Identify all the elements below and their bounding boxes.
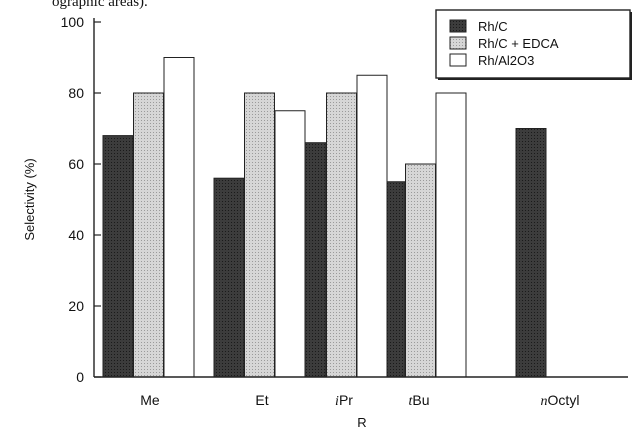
bars-layer <box>102 57 547 378</box>
y-tick-label: 20 <box>68 298 84 314</box>
bar-Me-1 <box>102 135 134 378</box>
axes-layer: 0 20 40 60 80 100 Me Et iPr tBu nOctyl R Selectivity… <box>22 14 628 430</box>
legend-swatch-2 <box>449 36 467 50</box>
legend: Rh/C Rh/C + EDCA Rh/Al2O3 <box>435 9 632 80</box>
bar-iPr-3 <box>356 74 388 378</box>
y-tick-label: 0 <box>76 369 84 385</box>
x-tick-label: Me <box>140 392 160 408</box>
bar-iPr-2 <box>326 92 357 378</box>
caption-fragment: ographic areas). <box>52 0 148 10</box>
bar-tBu-3 <box>435 92 467 378</box>
legend-label-2: Rh/C + EDCA <box>478 36 559 51</box>
x-tick-label: nOctyl <box>541 392 580 409</box>
x-axis-title: R <box>357 415 366 430</box>
bar-Me-3 <box>163 57 195 378</box>
x-tick-label: Et <box>255 392 268 408</box>
bar-tBu-2 <box>405 163 436 378</box>
legend-box <box>435 9 631 79</box>
y-tick-label: 40 <box>68 227 84 243</box>
y-tick-label: 60 <box>68 156 84 172</box>
legend-label-3: Rh/Al2O3 <box>478 53 534 68</box>
bar-Et-1 <box>213 177 245 378</box>
x-tick-label: tBu <box>408 392 429 409</box>
y-tick-label: 100 <box>61 14 85 30</box>
bar-Et-3 <box>274 110 306 378</box>
bar-Me-2 <box>133 92 164 378</box>
legend-swatch-1 <box>449 19 467 33</box>
y-axis-title: Selectivity (%) <box>22 158 37 240</box>
x-tick-label: iPr <box>335 392 353 409</box>
bar-Et-2 <box>244 92 275 378</box>
legend-label-1: Rh/C <box>478 19 508 34</box>
legend-swatch-3 <box>449 53 467 67</box>
bar-nOctyl-1 <box>515 128 547 378</box>
y-tick-label: 80 <box>68 85 84 101</box>
